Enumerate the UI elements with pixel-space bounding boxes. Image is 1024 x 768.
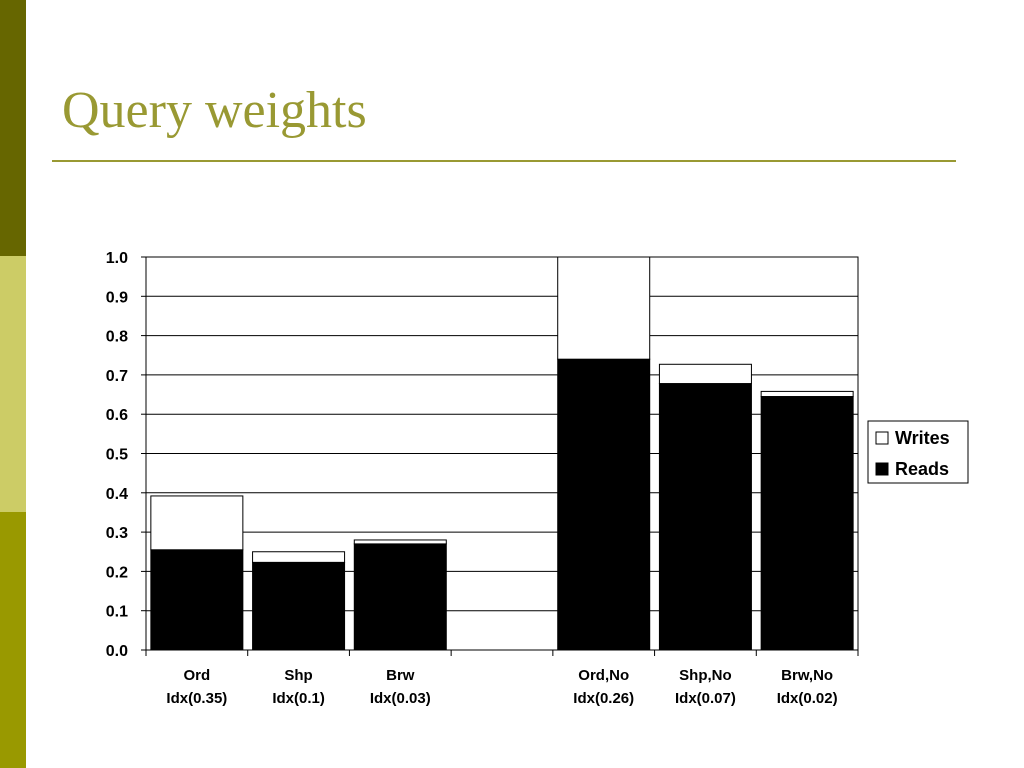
y-tick-label: 0.2 [106,564,128,581]
x-tick-label: Ord [184,667,211,684]
bar-reads [760,396,854,651]
bar-writes [557,256,651,360]
x-tick-label: Idx(0.35) [166,690,227,707]
x-tick-label: Shp,No [679,667,732,684]
x-tick-label: Idx(0.03) [370,690,431,707]
y-tick-label: 0.5 [106,447,128,464]
bar-reads [252,561,346,651]
x-tick-label: Brw [386,667,415,684]
y-tick-label: 0.1 [106,604,128,621]
x-tick-label: Ord,No [578,667,629,684]
bar-reads [658,383,752,651]
bar-writes [252,551,346,563]
title-divider [52,160,956,162]
x-tick-label: Idx(0.02) [777,690,838,707]
y-tick-label: 0.3 [106,525,128,542]
legend-label: Writes [895,428,950,448]
x-tick-label: Brw,No [781,667,833,684]
x-tick-label: Shp [284,667,312,684]
y-tick-label: 0.9 [106,289,128,306]
bar-writes [658,363,752,385]
legend-swatch-writes [875,431,889,445]
legend-label: Reads [895,459,949,479]
bar-writes [760,390,854,398]
sidebar-block-light [0,256,26,512]
legend-swatch-reads [875,462,889,476]
bar-reads [150,549,244,651]
y-tick-label: 1.0 [106,250,128,267]
sidebar-block-dark [0,0,26,256]
x-tick-label: Idx(0.07) [675,690,736,707]
y-tick-label: 0.6 [106,407,128,424]
plot-area [145,256,859,651]
bar-reads [557,358,651,651]
sidebar-block-mid [0,512,26,768]
x-tick-label: Idx(0.26) [573,690,634,707]
bar-writes [150,495,244,551]
y-tick-label: 0.8 [106,329,128,346]
sidebar-stripe [0,0,26,768]
page-title: Query weights [62,82,367,139]
bar-writes [353,539,447,545]
bar-reads [353,543,447,651]
y-tick-label: 0.0 [106,643,128,660]
y-tick-label: 0.7 [106,368,128,385]
x-tick-label: Idx(0.1) [272,690,325,707]
y-tick-label: 0.4 [106,486,128,503]
